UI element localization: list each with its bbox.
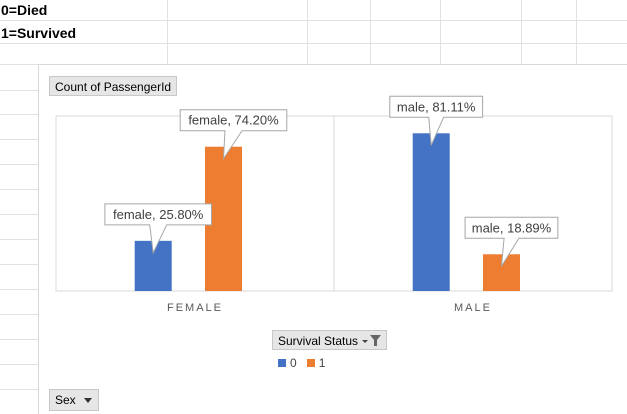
legend-field-label: Survival Status [278,334,359,348]
legend-item-0[interactable]: 0 [278,356,297,370]
row-divider [0,264,38,265]
chart-legend: 0 1 [278,356,331,370]
callout-box [179,109,288,161]
row-divider [0,139,38,140]
row-divider [0,314,38,315]
legend-field-button[interactable]: Survival Status [272,330,388,350]
row-divider [0,339,38,340]
legend-label-1: 1 [318,356,326,370]
data-label-text: female, 25.80% [113,207,204,222]
data-label-0-female: female, 25.80% [104,203,212,255]
bar-1-male[interactable] [482,254,520,291]
row-divider [0,114,38,115]
row-divider [0,364,38,365]
row-divider [0,389,38,390]
category-label: FEMALE [167,302,223,314]
cell-legend-survived[interactable]: 1=Survived [1,25,77,41]
row-divider [0,214,38,215]
bar-0-male[interactable] [412,133,450,291]
data-label-1-male: male, 18.89% [464,216,559,267]
callout-box [389,95,484,146]
category-label: MALE [454,302,492,314]
callout-box [104,203,212,255]
legend-label-0: 0 [290,356,297,370]
row-divider [0,43,627,44]
legend-swatch-0 [278,359,286,367]
filter-dropdown-icon[interactable] [362,334,382,347]
legend-item-1[interactable]: 1 [306,356,326,370]
chevron-down-icon [83,398,92,403]
row-divider [0,239,38,240]
data-label-text: male, 81.11% [397,99,476,114]
values-field-button[interactable]: Count of PassengerId [49,76,178,96]
cell-legend-died[interactable]: 0=Died [1,2,48,18]
callout-box [464,216,559,267]
data-label-text: male, 18.89% [472,220,552,235]
axis-field-button[interactable]: Sex [49,389,99,411]
data-label-text: female, 74.20% [188,113,279,128]
data-label-1-female: female, 74.20% [179,109,288,161]
data-label-0-male: male, 81.11% [389,95,484,146]
row-divider [0,189,38,190]
legend-swatch-1 [306,359,315,367]
axis-field-label: Sex [55,393,76,407]
row-divider [0,164,38,165]
row-divider [0,20,627,21]
row-divider [0,90,38,91]
row-divider [0,289,38,290]
pivot-chart[interactable] [38,64,627,414]
